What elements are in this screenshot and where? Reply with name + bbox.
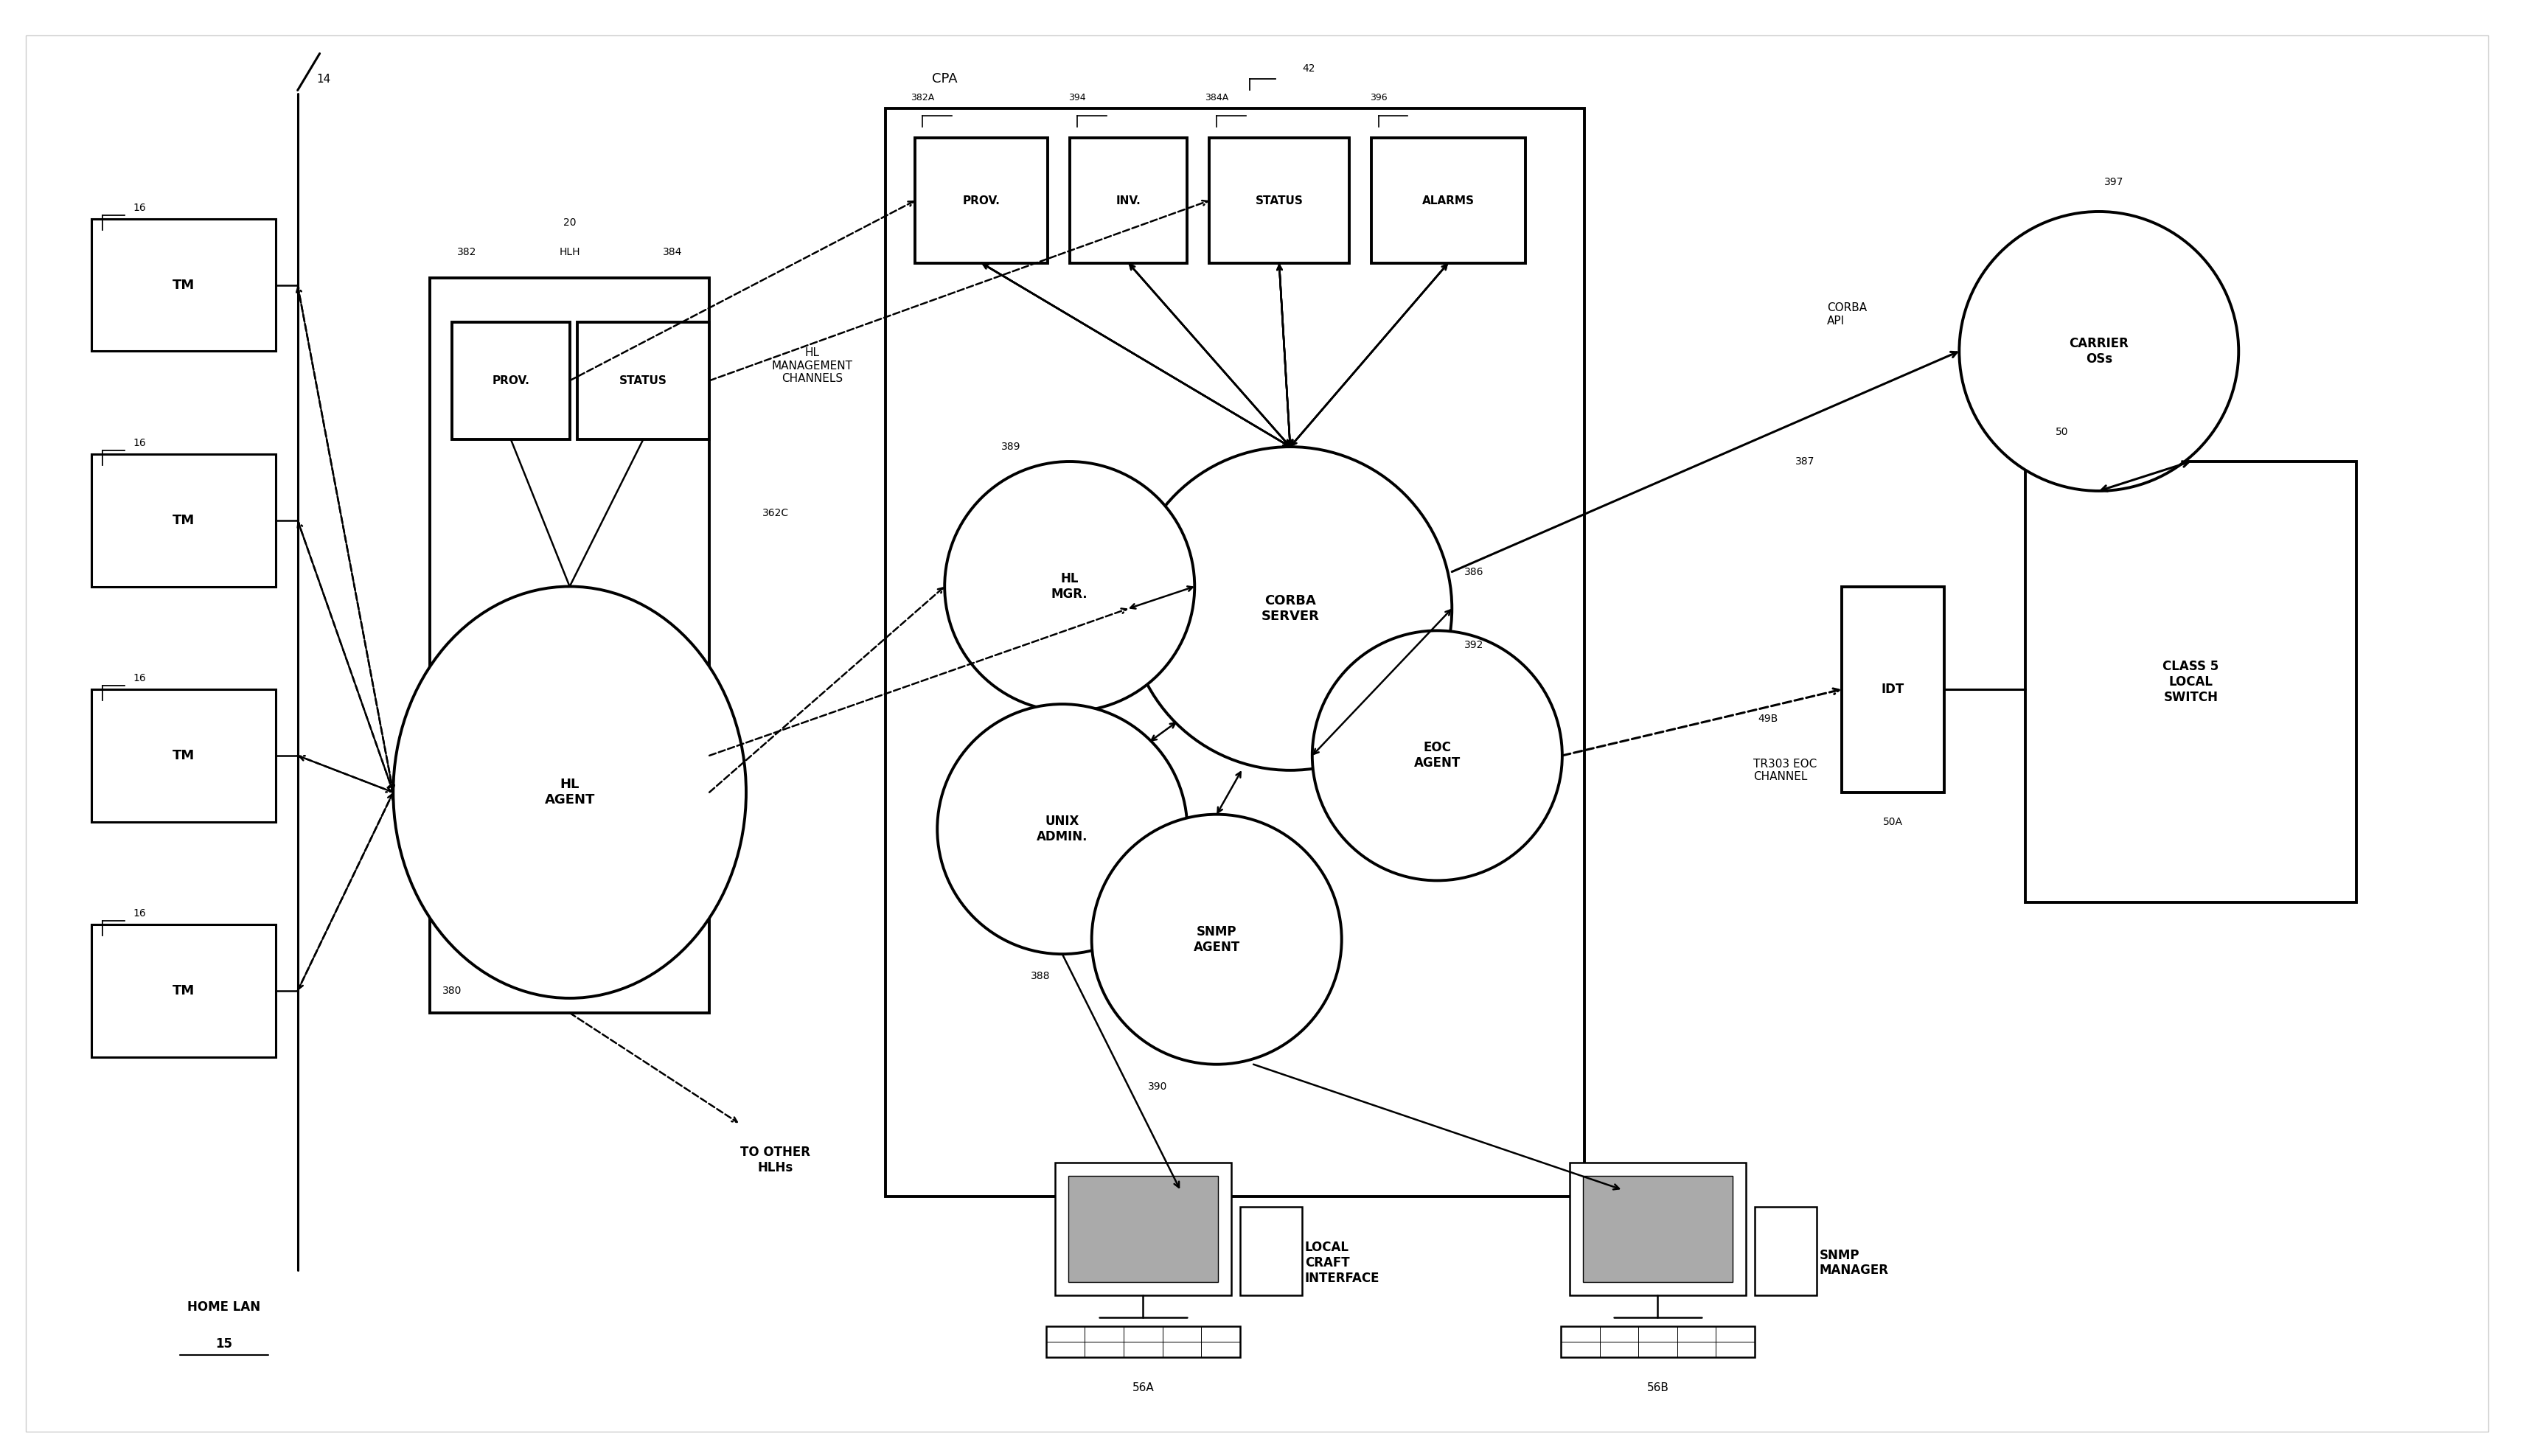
Text: TM: TM xyxy=(172,278,194,291)
Text: 49B: 49B xyxy=(1759,713,1779,724)
Bar xyxy=(886,109,1584,1197)
Text: 397: 397 xyxy=(2104,178,2124,188)
Text: 42: 42 xyxy=(1302,63,1314,73)
Bar xyxy=(91,218,275,351)
Text: TO OTHER
HLHs: TO OTHER HLHs xyxy=(742,1146,810,1174)
Text: 390: 390 xyxy=(1148,1082,1168,1092)
Text: PROV.: PROV. xyxy=(492,376,530,386)
Text: SNMP
MANAGER: SNMP MANAGER xyxy=(1819,1248,1890,1277)
Text: 14: 14 xyxy=(315,74,331,84)
Text: CARRIER
OSs: CARRIER OSs xyxy=(2069,336,2129,365)
Text: INV.: INV. xyxy=(1115,195,1140,207)
Text: SNMP
AGENT: SNMP AGENT xyxy=(1193,925,1239,954)
Text: STATUS: STATUS xyxy=(618,376,666,386)
Bar xyxy=(1756,1207,1817,1296)
Bar xyxy=(91,454,275,587)
Text: 384A: 384A xyxy=(1206,93,1229,102)
Bar xyxy=(2026,462,2356,903)
Text: HL
MANAGEMENT
CHANNELS: HL MANAGEMENT CHANNELS xyxy=(772,348,853,384)
Text: TR303 EOC
CHANNEL: TR303 EOC CHANNEL xyxy=(1753,759,1817,782)
Text: HL
AGENT: HL AGENT xyxy=(545,778,595,807)
Text: CPA: CPA xyxy=(931,73,956,86)
Ellipse shape xyxy=(936,705,1188,954)
Bar xyxy=(1055,1163,1231,1296)
Bar xyxy=(1370,138,1526,264)
Bar xyxy=(1582,1176,1733,1281)
Text: 392: 392 xyxy=(1463,641,1484,651)
Text: 20: 20 xyxy=(563,217,575,227)
Ellipse shape xyxy=(944,462,1193,712)
Text: 384: 384 xyxy=(664,248,681,258)
Text: 16: 16 xyxy=(134,438,146,448)
Bar xyxy=(1070,138,1188,264)
Text: TM: TM xyxy=(172,748,194,761)
Text: ALARMS: ALARMS xyxy=(1423,195,1473,207)
Ellipse shape xyxy=(1092,814,1342,1064)
Bar xyxy=(1842,587,1945,792)
Bar xyxy=(1241,1207,1302,1296)
Text: HLH: HLH xyxy=(560,248,580,258)
Text: 56A: 56A xyxy=(1133,1382,1153,1393)
Ellipse shape xyxy=(1960,211,2238,491)
Text: 15: 15 xyxy=(214,1337,232,1350)
Text: 50: 50 xyxy=(2056,427,2069,437)
Text: 386: 386 xyxy=(1463,566,1484,577)
Text: 56B: 56B xyxy=(1648,1382,1668,1393)
Bar xyxy=(91,925,275,1057)
Text: 16: 16 xyxy=(134,909,146,919)
Text: 16: 16 xyxy=(134,202,146,213)
Bar xyxy=(452,322,570,440)
Text: EOC
AGENT: EOC AGENT xyxy=(1413,741,1461,770)
Text: 50A: 50A xyxy=(1882,817,1902,827)
Ellipse shape xyxy=(1128,447,1451,770)
Text: UNIX
ADMIN.: UNIX ADMIN. xyxy=(1037,815,1087,843)
Text: PROV.: PROV. xyxy=(964,195,999,207)
Bar xyxy=(429,278,709,1013)
Text: HL
MGR.: HL MGR. xyxy=(1052,572,1087,601)
Text: 396: 396 xyxy=(1370,93,1388,102)
Text: TM: TM xyxy=(172,514,194,527)
Text: TM: TM xyxy=(172,984,194,997)
Text: 380: 380 xyxy=(442,986,462,996)
Bar xyxy=(1569,1163,1746,1296)
Text: 388: 388 xyxy=(1029,971,1050,981)
Bar xyxy=(1047,1326,1241,1357)
Bar xyxy=(1209,138,1350,264)
Text: 382A: 382A xyxy=(911,93,934,102)
Text: CORBA
API: CORBA API xyxy=(1827,303,1867,326)
Text: 382: 382 xyxy=(457,248,477,258)
Text: 387: 387 xyxy=(1794,456,1814,467)
Bar xyxy=(1562,1326,1756,1357)
Bar xyxy=(916,138,1047,264)
Ellipse shape xyxy=(394,587,747,999)
Bar xyxy=(1067,1176,1219,1281)
Text: LOCAL
CRAFT
INTERFACE: LOCAL CRAFT INTERFACE xyxy=(1304,1241,1380,1284)
Text: 16: 16 xyxy=(134,673,146,683)
Text: IDT: IDT xyxy=(1882,683,1905,696)
Text: CLASS 5
LOCAL
SWITCH: CLASS 5 LOCAL SWITCH xyxy=(2162,660,2218,705)
Text: HOME LAN: HOME LAN xyxy=(187,1300,260,1313)
Bar xyxy=(578,322,709,440)
Text: 394: 394 xyxy=(1067,93,1085,102)
Text: 389: 389 xyxy=(1002,441,1022,451)
Text: 362C: 362C xyxy=(762,508,790,518)
Bar xyxy=(91,689,275,821)
Text: CORBA
SERVER: CORBA SERVER xyxy=(1262,594,1320,623)
Text: STATUS: STATUS xyxy=(1256,195,1302,207)
Ellipse shape xyxy=(1312,630,1562,881)
